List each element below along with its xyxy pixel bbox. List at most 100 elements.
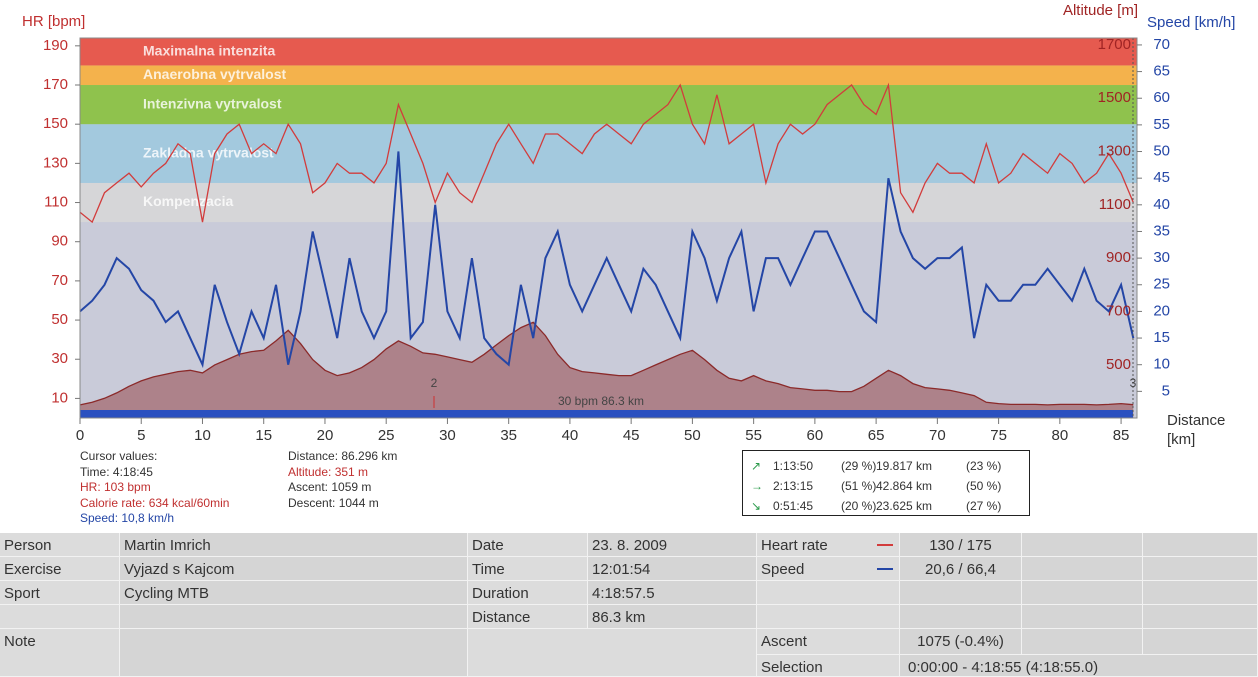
cursor-title: Cursor values: [80, 449, 158, 463]
y2-tick-label: 35 [1153, 222, 1170, 239]
x-tick-label: 25 [378, 427, 395, 444]
stats-row: ↘ 0:51:45 (20 %) 23.625 km (27 %) [743, 496, 1029, 516]
hr-zone [80, 65, 1137, 86]
x-axis-label: [km] [1167, 431, 1195, 448]
cell-value: 20,6 / 66,4 [900, 557, 1022, 581]
cell-label: Sport [0, 581, 120, 605]
stats-distance: 19.817 km [876, 459, 933, 473]
stats-time: 0:51:45 [773, 499, 814, 513]
series-line [79, 82, 1134, 224]
y2-tick-label: 65 [1153, 63, 1170, 80]
altitude-axis-label: Altitude [m] [1063, 2, 1138, 19]
y-tick-label: 130 [43, 154, 68, 171]
y2-tick-label: 15 [1153, 329, 1170, 346]
hr-zone [80, 85, 1137, 125]
cell-value: Cycling MTB [120, 581, 468, 605]
x-tick-label: 65 [868, 427, 885, 444]
stats-distance-pct: (50 %) [966, 479, 1002, 493]
y3-tick-label: 1700 [1098, 36, 1131, 53]
x-tick-label: 80 [1051, 427, 1068, 444]
cell-empty [900, 581, 1022, 605]
cell-value: 23. 8. 2009 [588, 533, 757, 557]
speed-axis-label: Speed [km/h] [1147, 14, 1235, 31]
cell-label: Distance [468, 605, 588, 629]
cell-empty [1143, 605, 1258, 629]
x-tick-label: 75 [990, 427, 1007, 444]
cell-label: Speed [757, 557, 900, 581]
series-line [79, 321, 1134, 406]
y-tick-label: 190 [43, 37, 68, 54]
legend-swatch [877, 544, 893, 546]
zone-label: Anaerobna vytrvalost [143, 66, 286, 82]
cell-value: 4:18:57.5 [588, 581, 757, 605]
y2-tick-label: 10 [1153, 356, 1170, 373]
cursor-values-2: Distance: 86.296 km Altitude: 351 m Asce… [288, 449, 397, 511]
x-tick-label: 0 [76, 427, 84, 444]
stats-row: ↗ 1:13:50 (29 %) 19.817 km (23 %) [743, 456, 1029, 476]
stats-row: → 2:13:15 (51 %) 42.864 km (50 %) [743, 476, 1029, 496]
cell-label: Heart rate [757, 533, 900, 557]
stats-time-pct: (29 %) [841, 459, 877, 473]
y2-tick-label: 30 [1153, 249, 1170, 266]
stats-distance: 23.625 km [876, 499, 933, 513]
y2-tick-label: 20 [1153, 302, 1170, 319]
y-tick-label: 70 [51, 272, 68, 289]
x-tick-label: 5 [137, 427, 145, 444]
x-tick-label: 15 [255, 427, 272, 444]
legend-swatch [877, 568, 893, 570]
y-tick-label: 50 [51, 311, 68, 328]
y3-tick-label: 500 [1106, 356, 1131, 373]
x-tick-label: 85 [1113, 427, 1130, 444]
cell-empty [757, 581, 900, 605]
annotation: 30 bpm 86.3 km [558, 394, 644, 408]
cell-empty [1143, 581, 1258, 605]
stats-distance-pct: (27 %) [966, 499, 1002, 513]
x-tick-label: 60 [807, 427, 824, 444]
cursor-altitude: Altitude: 351 m [288, 464, 369, 479]
x-tick-label: 70 [929, 427, 946, 444]
hr-axis-label: HR [bpm] [22, 13, 85, 30]
trend-icon: ↗ [751, 459, 762, 473]
cell-label: Ascent [757, 629, 900, 655]
y-tick-label: 30 [51, 350, 68, 367]
y2-tick-label: 70 [1153, 36, 1170, 53]
annotation: 2 [431, 376, 438, 390]
y-tick-label: 90 [51, 233, 68, 250]
zone-label: Maximalna intenzita [143, 42, 275, 58]
stats-time-pct: (51 %) [841, 479, 877, 493]
annotation: 3 [1130, 376, 1137, 390]
zone-label: Kompenzacia [143, 193, 233, 209]
cell-empty [1143, 557, 1258, 581]
altitude-area [80, 322, 1134, 418]
y-tick-label: 10 [51, 389, 68, 406]
cursor-speed: Speed: 10,8 km/h [80, 511, 175, 525]
cell-empty [900, 605, 1022, 629]
zone-label: Zakladna vytrvalost [143, 144, 274, 160]
cursor-hr: HR: 103 bpm [80, 480, 151, 494]
cell-empty [1022, 629, 1143, 655]
y2-tick-label: 55 [1153, 116, 1170, 133]
selection-bar [80, 410, 1133, 418]
stats-time: 1:13:50 [773, 459, 814, 473]
cell-empty [1143, 629, 1258, 655]
cell-value: Vyjazd s Kajcom [120, 557, 468, 581]
hr-zone [80, 182, 1137, 223]
y-tick-label: 170 [43, 76, 68, 93]
stats-box: ↗ 1:13:50 (29 %) 19.817 km (23 %) → 2:13:15 (51… [742, 450, 1030, 516]
y-tick-label: 110 [44, 194, 68, 211]
cell-label: Time [468, 557, 588, 581]
cell-empty [1143, 533, 1258, 557]
stats-distance: 42.864 km [876, 479, 933, 493]
cursor-calorie: Calorie rate: 634 kcal/60min [80, 495, 230, 510]
plot-frame [79, 37, 1138, 419]
x-tick-label: 40 [562, 427, 579, 444]
stats-distance-pct: (23 %) [966, 459, 1002, 473]
x-tick-label: 30 [439, 427, 456, 444]
y-tick-label: 150 [43, 115, 68, 132]
cursor-descent: Descent: 1044 m [288, 495, 379, 510]
cell-label: Exercise [0, 557, 120, 581]
cursor-distance: Distance: 86.296 km [288, 449, 398, 463]
y3-tick-label: 1500 [1098, 89, 1131, 106]
cell-empty [120, 629, 468, 677]
